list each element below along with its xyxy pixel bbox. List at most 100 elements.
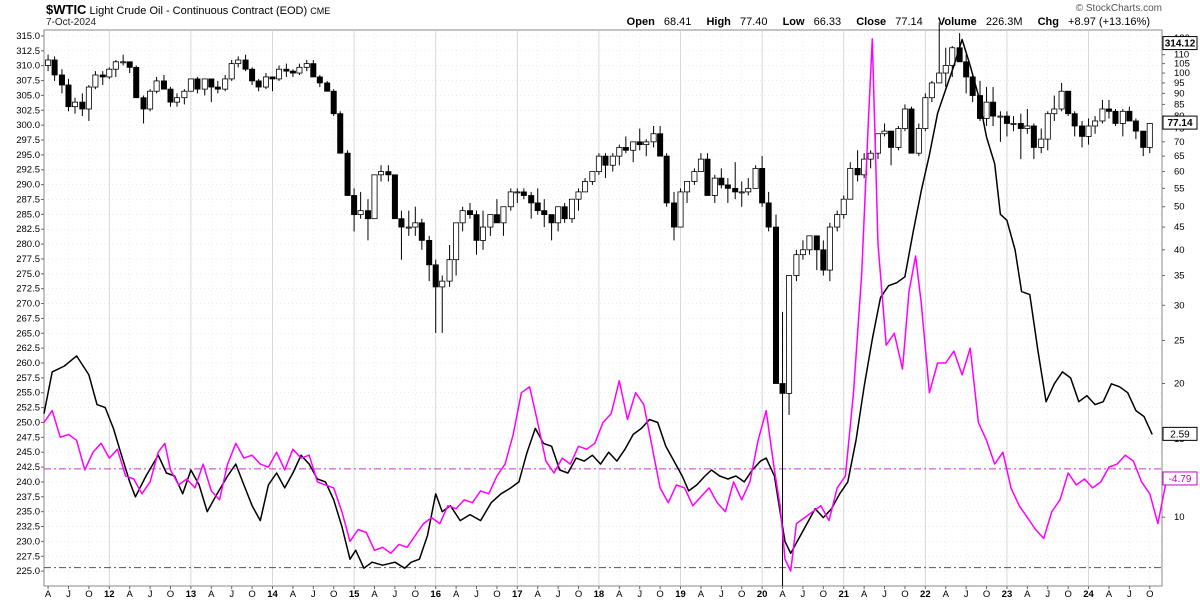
candlesticks (45, 22, 1153, 586)
candle-down (657, 133, 664, 157)
low-label: Low (782, 16, 805, 28)
candle-up (881, 130, 888, 135)
candle-down (1065, 90, 1072, 115)
candle-up (691, 171, 698, 182)
right-tick-label: 50 (1174, 202, 1185, 213)
candle-up (922, 97, 929, 129)
right-tick-label: 10 (1174, 512, 1185, 523)
candle-down (493, 214, 500, 224)
candle-up (582, 181, 589, 193)
candle-down (269, 76, 276, 80)
candle-down (541, 210, 548, 216)
candle-down (561, 206, 568, 220)
candle-up (174, 97, 181, 103)
x-tick-label: O (493, 589, 500, 600)
candle-down (310, 63, 317, 78)
x-tick-label: 20 (757, 589, 768, 600)
x-tick-label: O (1064, 589, 1071, 600)
close-value: 77.14 (895, 16, 923, 28)
right-tick-label: 65 (1174, 151, 1185, 162)
x-tick-label: A (290, 589, 297, 600)
low-value: 66.33 (813, 16, 842, 28)
x-tick-label: J (964, 589, 969, 600)
candle-up (1044, 113, 1051, 140)
candle-down (990, 101, 997, 117)
x-tick-label: O (738, 589, 745, 600)
candle-down (663, 155, 670, 204)
candle-down (759, 167, 766, 204)
candle-up (371, 174, 378, 220)
candle-down (1030, 125, 1037, 148)
x-tick-label: 23 (1002, 589, 1013, 600)
candle-up (616, 147, 623, 157)
candle-up (609, 155, 616, 166)
candle-down (255, 80, 262, 88)
candle-up (480, 226, 487, 241)
candle-down (133, 66, 140, 99)
x-tick-label: J (556, 589, 561, 600)
x-tick-label: 17 (512, 589, 523, 600)
x-tick-label: A (861, 589, 868, 600)
candle-up (106, 68, 113, 78)
candle-up (222, 78, 229, 90)
x-tick-label: A (616, 589, 623, 600)
candle-up (568, 198, 575, 220)
candle-down (126, 61, 133, 68)
candle-down (289, 70, 296, 74)
candle-up (834, 214, 841, 228)
left-tick-label: 237.5 (16, 492, 40, 503)
candle-down (622, 147, 629, 151)
x-tick-label: J (719, 589, 724, 600)
candle-down (432, 264, 439, 288)
x-tick-label: 13 (186, 589, 197, 600)
candle-down (167, 88, 174, 103)
candle-up (711, 177, 718, 196)
candle-up (500, 206, 507, 224)
x-tick-label: 14 (267, 589, 278, 600)
x-tick-label: A (1106, 589, 1113, 600)
candle-up (92, 74, 99, 88)
x-tick-label: A (535, 589, 542, 600)
candle-up (1058, 90, 1065, 110)
x-tick-label: A (127, 589, 134, 600)
left-tick-label: 250.0 (16, 417, 40, 428)
black-line-value-box-label: 2.59 (1170, 429, 1190, 440)
left-tick-label: 295.0 (16, 150, 40, 161)
right-tick-label: 60 (1174, 167, 1185, 178)
x-tick-label: O (330, 589, 337, 600)
candle-up (589, 171, 596, 182)
magenta-line-value-box: -4.79 (1162, 471, 1198, 486)
left-tick-label: 265.0 (16, 328, 40, 339)
candle-up (1024, 125, 1031, 129)
left-tick-label: 290.0 (16, 180, 40, 191)
right-axis: 1201151101051009590858075706560555045403… (1162, 33, 1190, 523)
candle-up (1051, 108, 1058, 115)
left-tick-label: 302.5 (16, 105, 40, 116)
right-tick-label: 105 (1174, 59, 1190, 70)
candle-up (752, 167, 759, 189)
candle-down (820, 249, 827, 271)
left-tick-label: 285.0 (16, 209, 40, 220)
candle-up (181, 90, 188, 99)
candle-down (1003, 115, 1010, 124)
right-tick-label: 35 (1174, 271, 1185, 282)
candle-down (636, 141, 643, 146)
candle-down (337, 113, 344, 154)
candle-down (963, 61, 970, 78)
left-tick-label: 275.0 (16, 269, 40, 280)
x-tick-label: A (208, 589, 215, 600)
candle-up (1085, 125, 1092, 137)
x-tick-label: J (801, 589, 806, 600)
black-line-value-box: 2.59 (1162, 426, 1198, 441)
candle-up (840, 198, 847, 216)
ohlc-bar: Open 68.41 High 77.40 Low 66.33 Close 77… (627, 16, 1162, 28)
candle-up (296, 66, 303, 74)
candle-up (949, 47, 956, 66)
x-tick-label: 16 (430, 589, 441, 600)
candle-down (854, 167, 861, 176)
right-tick-label: 100 (1174, 68, 1190, 79)
candle-up (806, 235, 813, 251)
magenta-line-value-box-frame (1162, 471, 1198, 486)
instrument-name: Light Crude Oil - Continuous Contract (E… (89, 5, 308, 17)
right-tick-label: 25 (1174, 335, 1185, 346)
